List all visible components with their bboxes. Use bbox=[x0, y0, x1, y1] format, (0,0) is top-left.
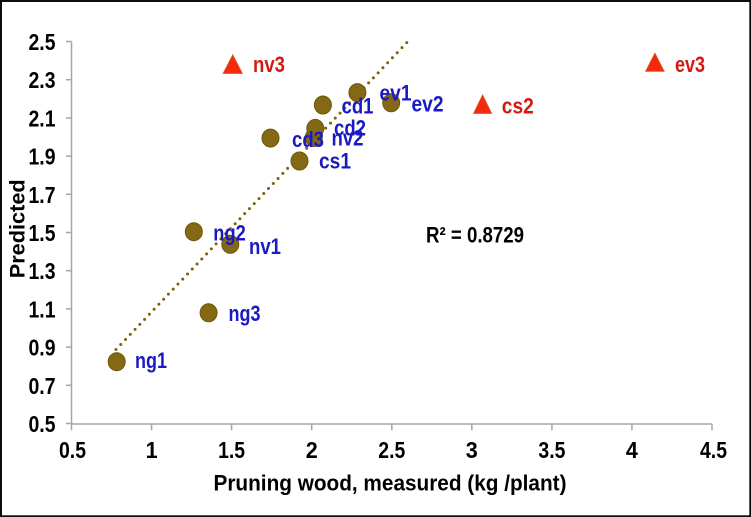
svg-text:1.3: 1.3 bbox=[29, 258, 56, 284]
svg-text:1.1: 1.1 bbox=[29, 296, 56, 322]
svg-text:2.5: 2.5 bbox=[29, 29, 56, 55]
svg-text:nv2: nv2 bbox=[332, 126, 364, 151]
svg-text:ev1: ev1 bbox=[380, 80, 412, 105]
svg-text:0.5: 0.5 bbox=[59, 437, 86, 463]
svg-text:0.7: 0.7 bbox=[29, 373, 56, 399]
svg-text:2.1: 2.1 bbox=[29, 105, 56, 131]
svg-text:1.7: 1.7 bbox=[29, 182, 56, 208]
svg-text:2: 2 bbox=[306, 437, 318, 463]
svg-text:ng2: ng2 bbox=[213, 221, 246, 246]
svg-text:3.5: 3.5 bbox=[538, 437, 565, 463]
svg-text:2.5: 2.5 bbox=[378, 437, 405, 463]
svg-text:ev2: ev2 bbox=[412, 91, 444, 116]
svg-text:nv1: nv1 bbox=[249, 234, 281, 259]
svg-text:1.9: 1.9 bbox=[29, 144, 56, 170]
svg-text:R² = 0.8729: R² = 0.8729 bbox=[426, 222, 524, 247]
svg-text:3: 3 bbox=[466, 437, 478, 463]
svg-text:0.9: 0.9 bbox=[29, 335, 56, 361]
svg-text:cd3: cd3 bbox=[292, 127, 324, 152]
svg-text:1.5: 1.5 bbox=[29, 220, 56, 246]
svg-text:ng3: ng3 bbox=[229, 301, 261, 326]
svg-text:cd1: cd1 bbox=[342, 94, 374, 119]
svg-text:ng1: ng1 bbox=[135, 348, 167, 373]
svg-text:4.5: 4.5 bbox=[700, 437, 727, 463]
svg-text:1: 1 bbox=[146, 437, 158, 463]
svg-text:Predicted: Predicted bbox=[7, 179, 30, 278]
svg-text:2.3: 2.3 bbox=[29, 67, 56, 93]
svg-text:cs1: cs1 bbox=[319, 149, 351, 174]
svg-text:0.5: 0.5 bbox=[29, 411, 56, 437]
svg-text:1.5: 1.5 bbox=[218, 437, 245, 463]
svg-text:cs2: cs2 bbox=[502, 94, 534, 119]
svg-text:ev3: ev3 bbox=[675, 52, 705, 77]
svg-text:nv3: nv3 bbox=[253, 52, 285, 77]
svg-text:cd2: cd2 bbox=[334, 116, 366, 141]
svg-text:Pruning wood, measured (kg /pl: Pruning wood, measured (kg /plant) bbox=[214, 470, 567, 495]
svg-text:4: 4 bbox=[626, 437, 638, 463]
